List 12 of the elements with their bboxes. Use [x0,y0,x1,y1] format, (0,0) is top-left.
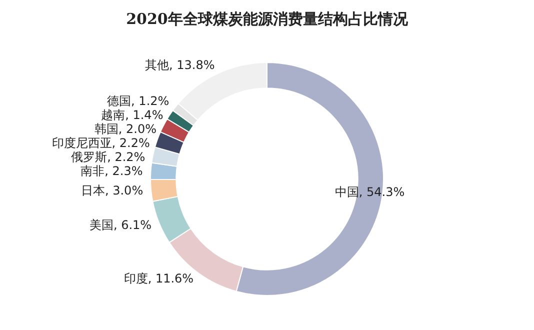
slice-label: 韩国, 2.0% [94,122,156,136]
slice-label: 印度, 11.6% [124,272,194,286]
slice-label: 印度尼西亚, 2.2% [52,136,150,150]
slice-label: 其他, 13.8% [145,58,215,72]
chart-title: 2020年全球煤炭能源消费量结构占比情况 [125,9,409,30]
slice-label: 德国, 1.2% [107,94,170,108]
slice-label: 美国, 6.1% [89,218,152,232]
slice-label: 俄罗斯, 2.2% [71,150,146,164]
slice-label: 南非, 2.3% [80,164,143,178]
slice-label: 日本, 3.0% [80,183,144,198]
slice-label: 中国, 54.3% [334,184,405,199]
slice-label: 越南, 1.4% [101,108,164,122]
